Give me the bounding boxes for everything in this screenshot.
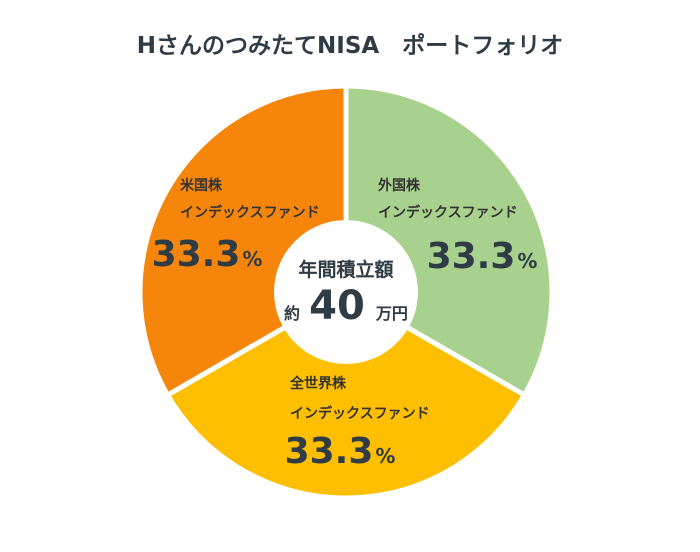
center-unit: 万円 bbox=[375, 304, 408, 323]
center-prefix: 約 bbox=[284, 304, 300, 323]
slice-label-1-line2: インデックスファンド bbox=[378, 204, 518, 221]
slice-value-unit-1: % bbox=[517, 249, 537, 273]
slice-value-number-1: 33.3 bbox=[427, 236, 516, 277]
slice-label-3-line2: インデックスファンド bbox=[180, 204, 320, 221]
center-amount: 40 bbox=[309, 283, 365, 329]
center-label: 年間積立額 bbox=[298, 258, 393, 281]
pie-slice-2 bbox=[165, 289, 527, 501]
slice-value-1: 33.3% bbox=[427, 236, 538, 277]
chart-title: HさんのつみたてNISA ポートフォリオ bbox=[137, 32, 563, 59]
slice-value-number-3: 33.3 bbox=[152, 234, 241, 275]
slice-value-3: 33.3% bbox=[152, 234, 263, 275]
slice-label-2-line2: インデックスファンド bbox=[290, 405, 430, 422]
center-hole bbox=[274, 220, 418, 364]
slice-label-2-line1: 全世界株 bbox=[289, 375, 347, 392]
center-amount-line: 約 40 万円 bbox=[284, 283, 408, 329]
slice-label-3-line1: 米国株 bbox=[180, 177, 223, 194]
slice-value-2: 33.3% bbox=[285, 431, 396, 472]
slice-value-unit-2: % bbox=[375, 444, 395, 468]
slice-value-unit-3: % bbox=[242, 247, 262, 271]
slice-value-number-2: 33.3 bbox=[285, 431, 374, 472]
center-annual-amount: 年間積立額 約 40 万円 bbox=[284, 258, 408, 329]
slice-label-1-line1: 外国株 bbox=[378, 177, 421, 194]
